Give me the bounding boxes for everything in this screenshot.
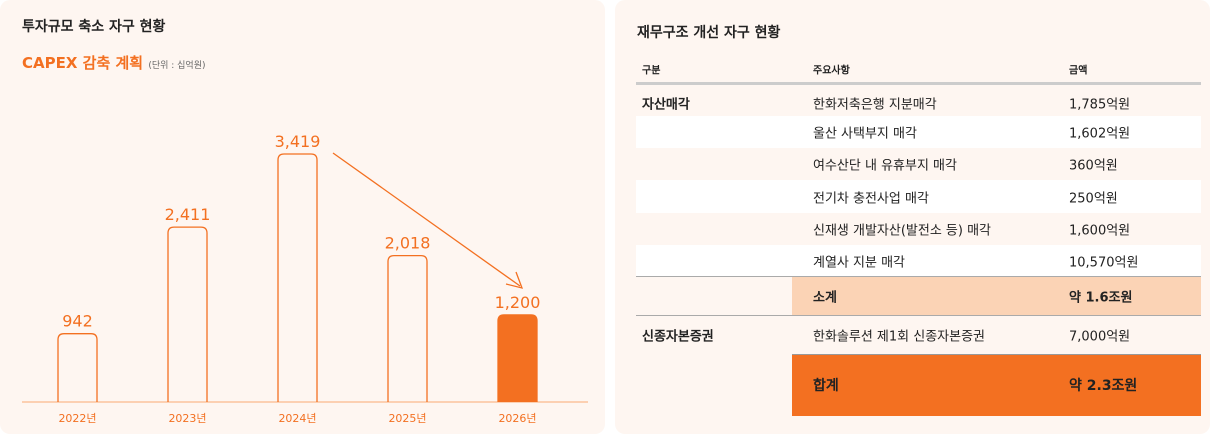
item-label: 울산 사택부지 매각 (813, 126, 917, 142)
bar (497, 314, 538, 402)
amount-value: 1,785억원 (1069, 97, 1131, 112)
unit-label: (단위 : 십억원) (148, 61, 206, 71)
chart-subtitle: CAPEX 감축 계획 (단위 : 십억원) (22, 52, 206, 73)
x-tick-label: 2024년 (278, 412, 316, 425)
category-label: 자산매각 (642, 97, 690, 112)
subtotal-amount: 약 1.6조원 (1069, 290, 1133, 306)
data-label: 942 (62, 312, 93, 331)
bar (167, 226, 208, 402)
x-tick-label: 2025년 (388, 412, 426, 425)
total-label: 합계 (813, 378, 839, 394)
amount-value: 10,570억원 (1069, 255, 1139, 270)
header-item: 주요사항 (813, 65, 850, 76)
header-amount: 금액 (1069, 65, 1088, 76)
item-label: 한화저축은행 지분매각 (813, 97, 937, 112)
item-label: 전기차 충전사업 매각 (813, 191, 929, 206)
bar (277, 153, 318, 402)
chart-title: CAPEX 감축 계획 (22, 54, 144, 72)
category-label: 신종자본증권 (642, 329, 714, 345)
item-label: 한화솔루션 제1회 신종자본증권 (813, 329, 986, 345)
panel-title: 투자규모 축소 자구 현황 (22, 19, 166, 35)
table-row: 자산매각 한화저축은행 지분매각 1,785억원 (636, 89, 1201, 116)
data-label: 2,411 (165, 205, 211, 224)
amount-value: 250억원 (1069, 191, 1118, 206)
subtotal-row: 소계 약 1.6조원 (636, 276, 1201, 315)
table-header: 구분 주요사항 금액 (636, 55, 1201, 85)
table-row: 여수산단 내 유휴부지 매각 360억원 (636, 148, 1201, 180)
arrow-head-icon (505, 271, 524, 289)
subtotal-label: 소계 (813, 290, 837, 306)
table-row: 신재생 개발자산(발전소 등) 매각 1,600억원 (636, 213, 1201, 245)
bond-row: 신종자본증권 한화솔루션 제1회 신종자본증권 7,000억원 (636, 315, 1201, 354)
capex-panel: 투자규모 축소 자구 현황 CAPEX 감축 계획 (단위 : 십억원) 942… (0, 0, 605, 434)
x-tick-label: 2026년 (498, 412, 536, 425)
data-label: 2,018 (385, 234, 431, 253)
x-tick-label: 2022년 (58, 412, 96, 425)
bar (57, 333, 98, 402)
item-label: 여수산단 내 유휴부지 매각 (813, 158, 957, 174)
table-row: 계열사 지분 매각 10,570억원 (636, 245, 1201, 276)
panel-title: 재무구조 개선 자구 현황 (637, 25, 781, 41)
financial-panel: 재무구조 개선 자구 현황 구분 주요사항 금액 자산매각 한화저축은행 지분매각… (615, 0, 1210, 434)
amount-value: 7,000억원 (1069, 329, 1131, 345)
total-row: 합계 약 2.3조원 (636, 354, 1201, 416)
data-label: 3,419 (275, 132, 321, 151)
item-label: 계열사 지분 매각 (813, 255, 905, 270)
table-row: 울산 사택부지 매각 1,602억원 (636, 116, 1201, 148)
trend-arrow-line (332, 152, 521, 287)
table-row: 전기차 충전사업 매각 250억원 (636, 180, 1201, 213)
header-category: 구분 (642, 65, 661, 76)
amount-value: 1,600억원 (1069, 223, 1131, 239)
x-tick-label: 2023년 (168, 412, 206, 425)
bar (387, 254, 428, 402)
total-amount: 약 2.3조원 (1069, 378, 1138, 394)
capex-chart: 942 2022년 2,411 2023년 3,419 2024년 2,018 2025년 1,… (22, 132, 588, 425)
item-label: 신재생 개발자산(발전소 등) 매각 (813, 223, 992, 239)
amount-value: 360억원 (1069, 158, 1118, 174)
data-label: 1,200 (495, 293, 541, 312)
amount-value: 1,602억원 (1069, 126, 1131, 142)
